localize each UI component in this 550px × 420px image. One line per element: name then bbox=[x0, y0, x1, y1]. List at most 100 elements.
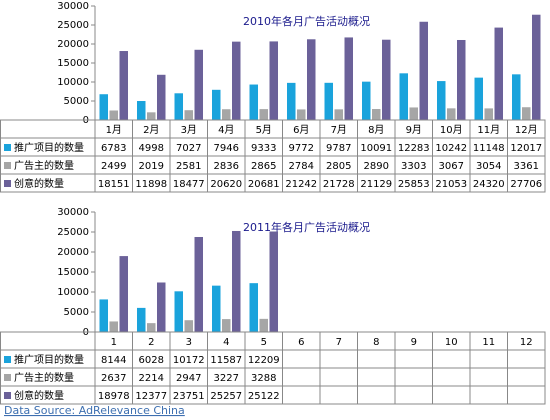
bar bbox=[334, 109, 343, 120]
y-tick-label: 10000 bbox=[57, 287, 89, 298]
legend-label: 广告主的数量 bbox=[14, 159, 74, 172]
bar bbox=[494, 27, 503, 120]
table-value: 11148 bbox=[473, 143, 505, 154]
table-value: 18477 bbox=[173, 179, 205, 190]
table-value: 12377 bbox=[135, 391, 167, 402]
bar bbox=[399, 73, 408, 120]
bar bbox=[324, 82, 333, 120]
table-value: 2581 bbox=[176, 161, 201, 172]
table-value: 3361 bbox=[514, 161, 539, 172]
table-value: 11587 bbox=[210, 355, 242, 366]
table-value: 3067 bbox=[439, 161, 464, 172]
table-value: 9787 bbox=[326, 143, 351, 154]
bar bbox=[157, 74, 166, 120]
bar bbox=[232, 230, 241, 332]
y-tick-label: 10000 bbox=[57, 77, 89, 88]
x-tick-label: 9 bbox=[411, 337, 417, 348]
table-value: 4998 bbox=[139, 143, 164, 154]
table-value: 7946 bbox=[214, 143, 239, 154]
bar bbox=[382, 39, 391, 120]
bar bbox=[222, 319, 231, 332]
bar bbox=[447, 108, 456, 120]
bar bbox=[222, 109, 231, 120]
table-value: 6028 bbox=[139, 355, 164, 366]
bar bbox=[109, 321, 118, 332]
legend-swatch bbox=[4, 180, 11, 187]
table-value: 25122 bbox=[248, 391, 280, 402]
bar bbox=[457, 39, 466, 121]
y-tick-label: 20000 bbox=[57, 39, 89, 50]
chart-title: 2010年各月广告活动概况 bbox=[243, 14, 370, 28]
table-value: 25257 bbox=[210, 391, 242, 402]
table-value: 8144 bbox=[101, 355, 126, 366]
legend-label: 创意的数量 bbox=[14, 389, 64, 402]
table-value: 12283 bbox=[398, 143, 430, 154]
x-tick-label: 11月 bbox=[477, 124, 500, 136]
table-value: 12209 bbox=[248, 355, 280, 366]
bar bbox=[157, 282, 166, 332]
bar bbox=[484, 108, 493, 120]
bar bbox=[147, 112, 156, 120]
x-tick-label: 1月 bbox=[106, 124, 122, 136]
bar bbox=[119, 51, 128, 120]
y-tick-label: 30000 bbox=[57, 1, 89, 12]
table-value: 3303 bbox=[401, 161, 426, 172]
bar bbox=[344, 37, 353, 120]
table-value: 12017 bbox=[510, 143, 542, 154]
table-value: 2836 bbox=[214, 161, 239, 172]
table-value: 10242 bbox=[435, 143, 467, 154]
table-value: 2865 bbox=[251, 161, 276, 172]
x-tick-label: 6 bbox=[298, 337, 304, 348]
bar bbox=[362, 81, 371, 120]
bar bbox=[269, 231, 278, 332]
x-tick-label: 12 bbox=[520, 337, 533, 348]
bar bbox=[109, 110, 118, 120]
bar bbox=[437, 81, 446, 120]
table-value: 10172 bbox=[173, 355, 205, 366]
y-tick-label: 15000 bbox=[57, 58, 89, 69]
x-tick-label: 8 bbox=[373, 337, 379, 348]
bar bbox=[287, 82, 296, 120]
x-tick-label: 10 bbox=[445, 337, 458, 348]
bar bbox=[99, 299, 108, 332]
table-value: 23751 bbox=[173, 391, 205, 402]
bar bbox=[194, 49, 203, 120]
bar bbox=[184, 110, 193, 120]
bar bbox=[249, 84, 258, 120]
table-value: 3054 bbox=[476, 161, 501, 172]
table-value: 27706 bbox=[510, 179, 542, 190]
table-value: 2214 bbox=[139, 373, 164, 384]
bar bbox=[137, 101, 146, 120]
legend-swatch bbox=[4, 392, 11, 399]
x-tick-label: 2 bbox=[148, 337, 154, 348]
x-tick-label: 9月 bbox=[406, 124, 422, 136]
table-value: 2947 bbox=[176, 373, 201, 384]
bar bbox=[212, 89, 221, 120]
legend-label: 推广项目的数量 bbox=[14, 141, 84, 154]
table-value: 9333 bbox=[251, 143, 276, 154]
bar bbox=[297, 109, 306, 120]
bar bbox=[409, 107, 418, 120]
table-value: 2637 bbox=[101, 373, 126, 384]
table-value: 2890 bbox=[364, 161, 389, 172]
bar bbox=[147, 323, 156, 332]
x-tick-label: 7月 bbox=[331, 124, 347, 136]
bar bbox=[137, 307, 146, 332]
legend-label: 创意的数量 bbox=[14, 177, 64, 190]
table-value: 11898 bbox=[135, 179, 167, 190]
table-value: 7027 bbox=[176, 143, 201, 154]
x-tick-label: 5月 bbox=[256, 124, 272, 136]
table-value: 18151 bbox=[98, 179, 130, 190]
x-tick-label: 7 bbox=[336, 337, 342, 348]
table-value: 3288 bbox=[251, 373, 276, 384]
legend-label: 广告主的数量 bbox=[14, 371, 74, 384]
legend-label: 推广项目的数量 bbox=[14, 353, 84, 366]
y-tick-label: 25000 bbox=[57, 20, 89, 31]
x-tick-label: 1 bbox=[111, 337, 117, 348]
bar bbox=[249, 283, 258, 332]
bar bbox=[307, 39, 316, 121]
x-tick-label: 3月 bbox=[181, 124, 197, 136]
table-value: 3227 bbox=[214, 373, 239, 384]
table-value: 2499 bbox=[101, 161, 126, 172]
